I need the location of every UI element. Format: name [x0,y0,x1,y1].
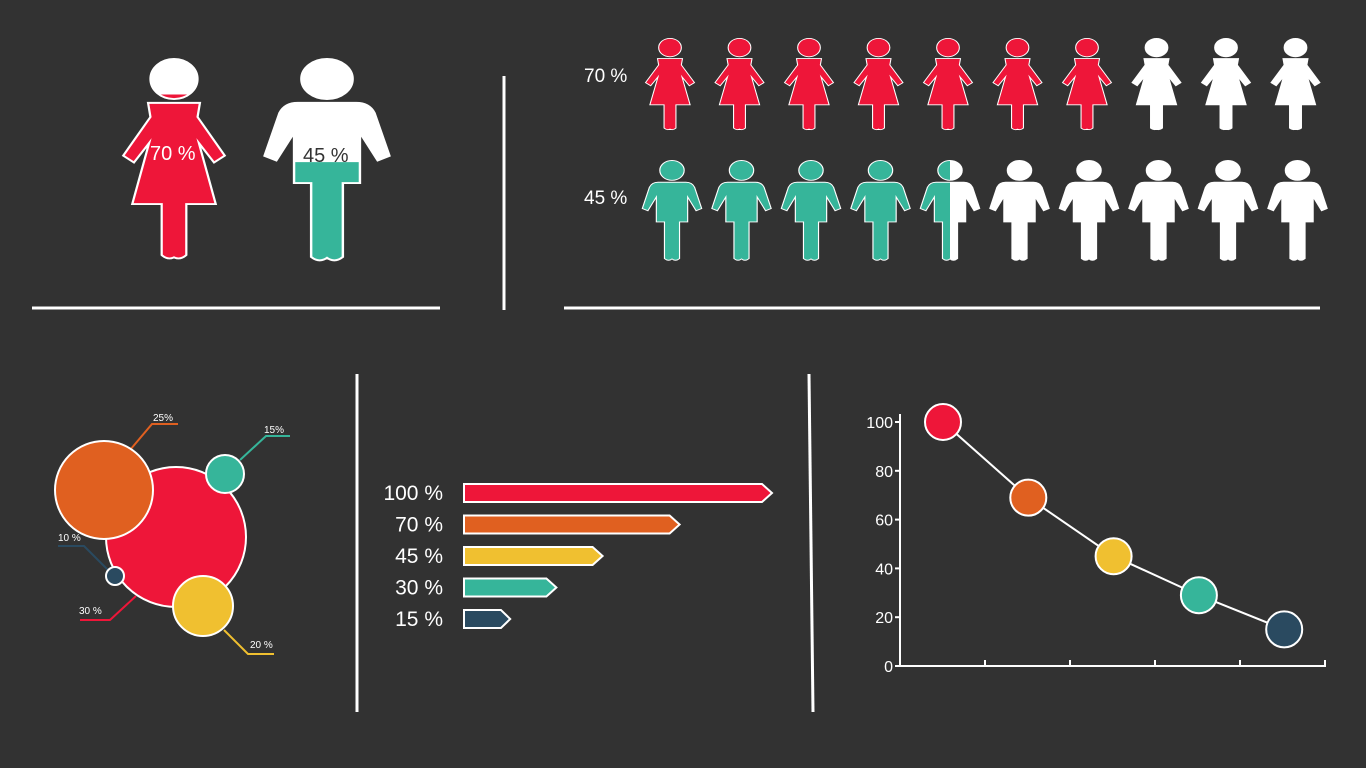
female-percent-label: 70 % [150,143,196,165]
bubble-label: 10 % [58,533,81,544]
male-pictograph-icon [1197,159,1259,261]
female-pictograph-icon [1201,37,1251,131]
y-tick-label: 20 [875,610,893,627]
female-pictograph-icon [645,37,695,131]
female-pictograph-icon [714,37,765,131]
female-pictograph-icon [784,37,834,131]
female-pictograph-icon [853,37,904,131]
bar-100 [463,483,774,503]
bubble-label: 15% [264,425,284,436]
bar-category-label: 70 % [395,514,443,537]
bar-70 [463,514,682,535]
female-pictograph-icon [923,37,973,131]
bubble-20 [172,575,234,637]
data-point [1009,478,1048,517]
y-tick-label: 80 [875,464,893,481]
bubble-label: 25% [153,413,173,424]
male-pictograph-icon [780,159,842,261]
male-pictograph-icon [1058,159,1120,261]
y-tick-label: 40 [875,561,893,578]
bubble-25 [54,440,154,540]
bubble-label: 20 % [250,640,273,651]
bubble-15 [205,454,245,494]
male-pictograph-icon [711,159,772,261]
female-pictograph-icon [1062,37,1112,131]
male-pictograph-icon [1128,159,1189,261]
male-pictograph-icon [641,159,703,261]
male-pictograph-icon [1267,159,1328,261]
pictograph-panel: 70 % 45 % [584,37,1328,261]
gender-split-panel: 70 % 45 % [125,60,388,260]
bar-45 [463,546,605,566]
bar-30 [463,577,558,598]
bubble-leader-line [239,435,290,461]
male-pictograph-icon [919,159,981,261]
data-point [1179,576,1218,615]
female-pictograph-icon [1131,37,1182,131]
bubble-10 [105,566,125,586]
series-line [942,421,1285,631]
bar-15 [463,609,512,629]
bubble-leader-line [129,423,178,451]
bubble-leader-line [58,545,109,571]
bubble-leader-line [223,629,274,655]
divider-vertical-bottom-right [807,373,815,713]
pictograph-row-label: 70 % [584,66,627,87]
data-point [1265,610,1304,649]
bar-chart: 100 % 70 % 45 % 30 % 15 % [383,482,774,631]
bubble-label: 30 % [79,606,102,617]
bar-category-label: 45 % [395,545,443,568]
pictograph-row-label: 45 % [584,188,627,209]
y-tick-label: 0 [884,659,893,676]
bar-category-label: 30 % [395,577,443,600]
line-chart: 0 20 40 60 80 100 [866,403,1326,676]
bubble-chart: 30 % 25% 15% 20 % 10 % [54,413,290,655]
data-point [924,403,962,441]
y-tick-label: 100 [866,415,893,432]
male-pictograph-icon [989,159,1050,261]
data-point [1094,537,1133,576]
y-tick-label: 60 [875,513,893,530]
male-percent-label: 45 % [303,145,349,167]
female-pictograph-icon [992,37,1043,131]
male-pictograph-icon [850,159,911,261]
bar-category-label: 100 % [383,482,443,505]
bar-category-label: 15 % [395,608,443,631]
female-pictograph-icon [1270,37,1321,131]
bubble-leader-line [80,595,137,621]
